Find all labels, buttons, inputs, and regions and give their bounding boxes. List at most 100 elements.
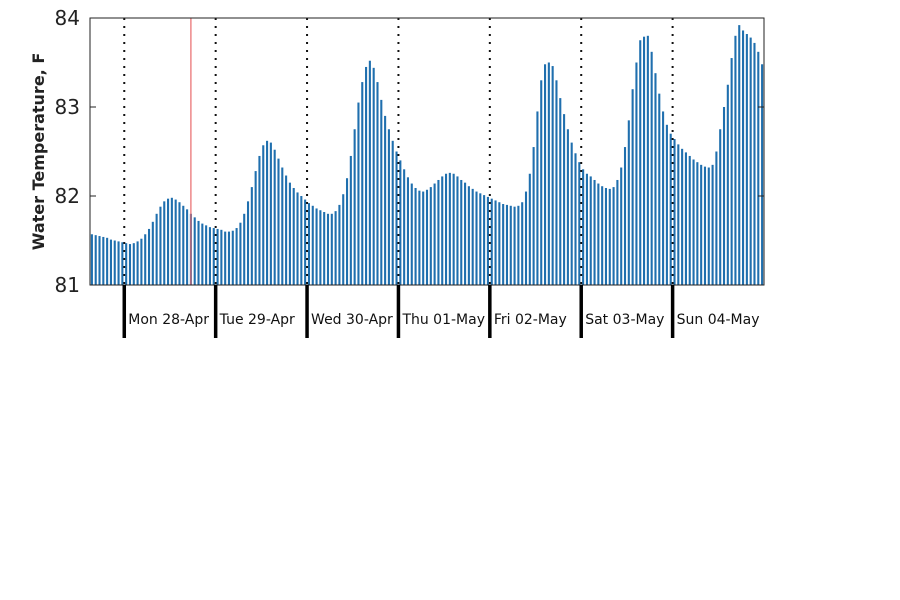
- day-label: Thu 01-May: [401, 312, 485, 328]
- bar: [726, 84, 729, 285]
- bar: [738, 25, 741, 286]
- bar: [243, 213, 246, 285]
- bar: [639, 40, 642, 285]
- bar: [734, 35, 737, 285]
- bar: [182, 205, 185, 285]
- day-label: Sat 03-May: [585, 312, 664, 328]
- day-label: Mon 28-Apr: [128, 312, 209, 328]
- bar: [163, 201, 166, 285]
- bar: [357, 102, 360, 285]
- bar: [368, 60, 371, 285]
- bar: [444, 173, 448, 285]
- bar: [147, 228, 151, 285]
- bar: [589, 176, 592, 285]
- bar: [311, 205, 314, 285]
- bar: [696, 162, 699, 285]
- bar: [224, 231, 227, 285]
- bar: [559, 98, 562, 285]
- bar: [159, 206, 162, 285]
- bar: [707, 167, 710, 285]
- bar: [703, 166, 707, 285]
- bar: [654, 73, 657, 286]
- bar: [437, 179, 440, 285]
- bar: [471, 188, 474, 285]
- bar: [338, 204, 341, 285]
- y-axis: 81 82 83 84: [55, 6, 764, 297]
- bar: [239, 222, 242, 285]
- bar: [380, 99, 383, 285]
- bar: [452, 173, 455, 285]
- bar: [429, 187, 432, 285]
- day-label: Tue 29-Apr: [219, 312, 295, 328]
- bar: [399, 160, 402, 285]
- bar: [464, 182, 467, 285]
- bar: [684, 152, 687, 285]
- bar: [288, 182, 291, 285]
- bar: [483, 195, 486, 285]
- bar: [593, 179, 596, 285]
- bar: [715, 151, 718, 285]
- bar: [304, 199, 307, 285]
- bar: [128, 244, 132, 285]
- bar: [490, 198, 493, 285]
- bar: [250, 187, 253, 285]
- bar: [524, 191, 528, 285]
- bar: [109, 239, 112, 285]
- bar: [574, 153, 577, 285]
- bar: [117, 241, 120, 285]
- bar: [281, 167, 284, 285]
- bar: [106, 237, 109, 285]
- bar: [136, 241, 139, 285]
- bar: [220, 229, 223, 285]
- bar: [742, 30, 745, 286]
- bar: [326, 213, 330, 285]
- bar: [460, 179, 463, 285]
- bar: [365, 66, 368, 285]
- bar: [650, 51, 653, 285]
- bar: [425, 189, 429, 285]
- bar: [231, 230, 234, 285]
- bar: [536, 111, 539, 285]
- bar: [612, 187, 615, 285]
- bar: [285, 175, 288, 285]
- bar: [186, 209, 189, 285]
- bar: [623, 147, 627, 285]
- bar: [205, 225, 208, 285]
- bar: [315, 208, 318, 285]
- bar: [167, 198, 170, 285]
- bar: [547, 62, 550, 285]
- bar: [323, 212, 326, 285]
- bar: [403, 169, 406, 285]
- bar: [700, 164, 703, 285]
- bar: [342, 194, 345, 285]
- bar: [711, 164, 714, 285]
- bar: [113, 240, 116, 285]
- bar: [414, 187, 417, 285]
- bar: [479, 193, 482, 285]
- bar: [384, 115, 387, 286]
- bar: [151, 221, 154, 285]
- bar: [494, 200, 497, 285]
- bar: [170, 197, 173, 285]
- bar: [361, 82, 364, 285]
- bar: [330, 213, 333, 285]
- bar: [395, 151, 398, 285]
- bar: [197, 220, 200, 285]
- plot-frame: [89, 17, 765, 286]
- bar: [604, 187, 608, 285]
- bar: [563, 114, 566, 286]
- bar: [307, 203, 310, 285]
- bar: [566, 129, 569, 285]
- bar: [673, 139, 676, 285]
- y-tick-label: 81: [55, 273, 80, 297]
- bar: [178, 202, 181, 285]
- bar: [753, 42, 756, 285]
- bar: [631, 89, 634, 285]
- bar: [140, 238, 143, 285]
- bar: [585, 173, 588, 285]
- bar: [94, 235, 97, 285]
- bar: [761, 64, 764, 285]
- bar: [448, 172, 451, 285]
- bar: [722, 107, 726, 285]
